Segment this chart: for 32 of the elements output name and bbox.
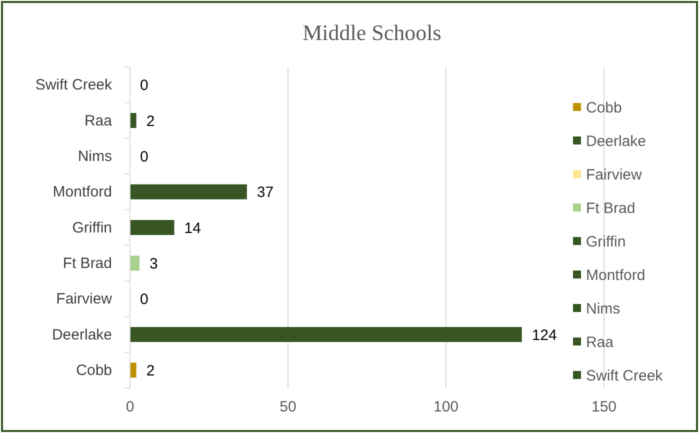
data-label: 2 xyxy=(146,362,155,380)
chart-title: Middle Schools xyxy=(302,20,442,45)
y-tick-label: Ft Brad xyxy=(62,254,112,272)
y-tick-label: Swift Creek xyxy=(35,76,112,94)
y-tick-label: Nims xyxy=(78,148,112,165)
y-tick-label: Fairview xyxy=(56,290,112,308)
y-tick-label: Montford xyxy=(52,184,112,201)
y-tick-label: Raa xyxy=(84,112,113,130)
x-tick-label: 0 xyxy=(126,398,134,416)
data-label: 0 xyxy=(140,291,148,308)
x-tick-label: 100 xyxy=(433,398,459,416)
legend-label: Cobb xyxy=(586,99,622,116)
legend-label: Ft Brad xyxy=(586,200,636,217)
legend-label: Deerlake xyxy=(586,132,646,150)
y-tick-label: Griffin xyxy=(72,219,112,236)
data-label: 3 xyxy=(149,255,158,272)
data-label: 2 xyxy=(146,112,155,130)
data-label: 37 xyxy=(256,184,274,202)
data-label: 0 xyxy=(140,148,148,166)
y-tick-label: Deerlake xyxy=(52,326,112,344)
x-tick-label: 50 xyxy=(280,398,296,416)
legend-label: Raa xyxy=(586,334,614,351)
data-label: 124 xyxy=(532,326,557,344)
legend-label: Swift Creek xyxy=(586,367,664,384)
legend-label: Nims xyxy=(586,300,620,318)
legend-label: Fairview xyxy=(586,166,642,184)
x-tick-label: 150 xyxy=(591,398,617,416)
y-tick-label: Cobb xyxy=(76,362,112,379)
legend-label: Griffin xyxy=(586,233,626,250)
data-label: 0 xyxy=(140,77,148,94)
legend-label: Montford xyxy=(586,266,646,284)
data-label: 14 xyxy=(184,220,201,237)
